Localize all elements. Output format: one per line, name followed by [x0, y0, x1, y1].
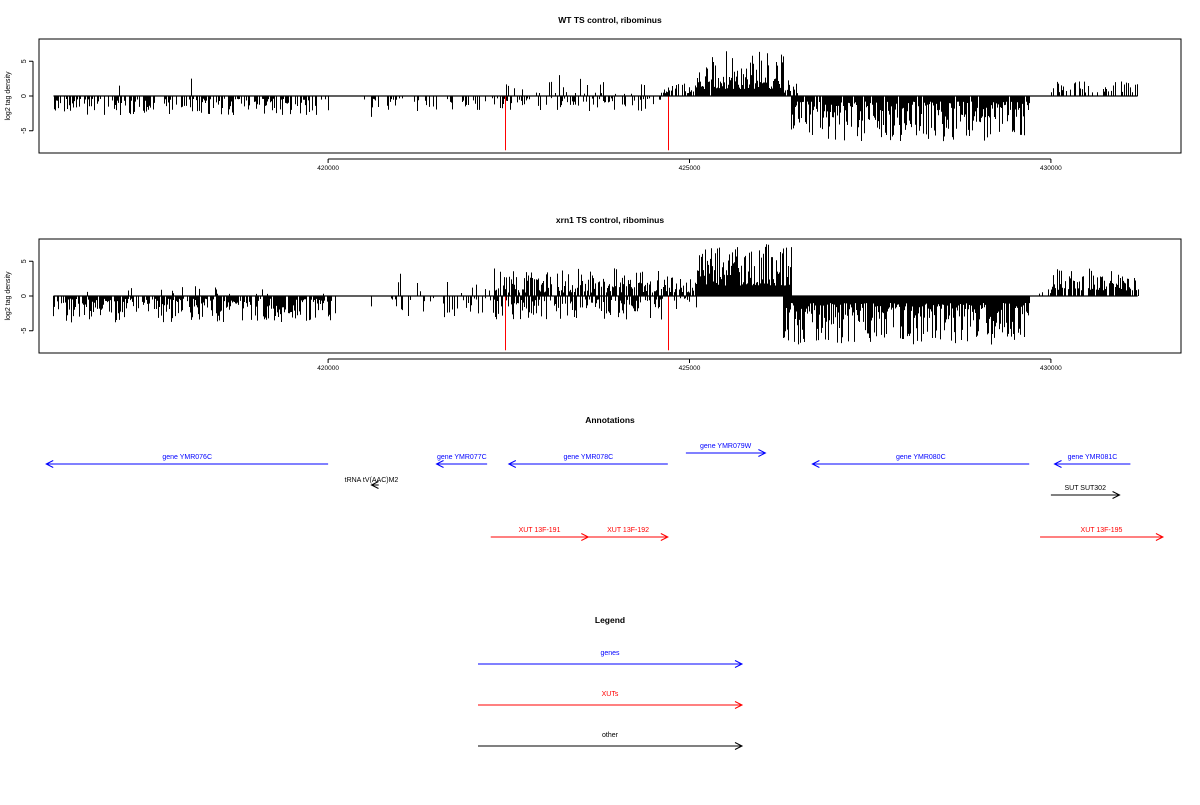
feature-arrowhead	[660, 533, 669, 541]
feature-arrowhead	[507, 460, 517, 468]
wt-density-panel: WT TS control, ribominus log2 tag densit…	[5, 15, 1182, 172]
xrn1-plot-frame	[38, 238, 1182, 354]
feature-arrowhead	[1155, 533, 1165, 541]
xrn1-y-tick-label: 5	[21, 259, 28, 263]
xrn1-x-tick-label: 425000	[679, 365, 701, 372]
wt-plot-frame	[38, 38, 1182, 154]
feature-label: XUT 13F-192	[607, 527, 649, 534]
feature-label: gene YMR079W	[700, 443, 752, 450]
feature-arrowhead	[370, 481, 379, 489]
xrn1-x-axis: 420000 425000 430000	[317, 358, 1062, 372]
wt-y-tick-label: 5	[21, 59, 28, 63]
feature-arrowhead	[581, 533, 590, 541]
feature-label: gene YMR081C	[1068, 454, 1118, 461]
feature-arrowhead	[1053, 460, 1062, 468]
annotations-panel: Annotations gene YMR076C gene YMR077C gene…	[45, 415, 1165, 541]
xrn1-y-axis-label: log2 tag density	[5, 271, 12, 321]
feature-label: SUT SUT302	[1064, 485, 1106, 492]
xrn1-y-tick-label: 0	[21, 294, 28, 298]
legend-arrowhead	[734, 742, 744, 750]
wt-y-axis: -5 0 5	[21, 59, 34, 134]
annotations-title: Annotations	[585, 415, 635, 425]
feature-label: gene YMR078C	[563, 454, 613, 461]
feature-arrowhead	[758, 449, 767, 457]
wt-x-tick-label: 430000	[1040, 165, 1062, 172]
legend-items: genes XUTs other	[478, 650, 744, 750]
xrn1-bars	[53, 244, 1139, 351]
legend-arrowhead	[734, 660, 744, 668]
legend-label: genes	[600, 650, 620, 657]
xrn1-x-tick-label: 420000	[317, 365, 339, 372]
xrn1-y-axis: -5 0 5	[21, 259, 34, 334]
legend-label: XUTs	[602, 691, 619, 698]
wt-y-tick-label: 0	[21, 94, 28, 98]
wt-y-tick-label: -5	[21, 128, 28, 134]
feature-label: gene YMR076C	[162, 454, 212, 461]
legend-panel: Legend genes XUTs other	[478, 615, 744, 750]
legend-title: Legend	[595, 615, 625, 625]
xrn1-y-tick-label: -5	[21, 328, 28, 334]
xrn1-panel-title: xrn1 TS control, ribominus	[556, 215, 664, 225]
wt-x-tick-label: 425000	[679, 165, 701, 172]
legend-label: other	[602, 732, 619, 739]
feature-label: XUT 13F-195	[1081, 527, 1123, 534]
wt-x-tick-label: 420000	[317, 165, 339, 172]
xrn1-density-panel: xrn1 TS control, ribominus log2 tag dens…	[5, 215, 1182, 372]
annotation-features: gene YMR076C gene YMR077C gene YMR078C gene…	[45, 443, 1165, 541]
feature-arrowhead	[1112, 491, 1121, 499]
feature-arrowhead	[811, 460, 820, 468]
legend-arrowhead	[734, 701, 744, 709]
wt-panel-title: WT TS control, ribominus	[558, 15, 662, 25]
wt-bars	[53, 51, 1138, 151]
wt-x-axis: 420000 425000 430000	[317, 158, 1062, 172]
xrn1-x-tick-label: 430000	[1040, 365, 1062, 372]
feature-label: tRNA tV(AAC)M2	[345, 477, 399, 484]
wt-y-axis-label: log2 tag density	[5, 71, 12, 121]
feature-arrowhead	[435, 460, 444, 468]
feature-arrowhead	[45, 460, 54, 468]
feature-label: gene YMR080C	[896, 454, 946, 461]
feature-label: XUT 13F-191	[519, 527, 561, 534]
feature-label: gene YMR077C	[437, 454, 487, 461]
